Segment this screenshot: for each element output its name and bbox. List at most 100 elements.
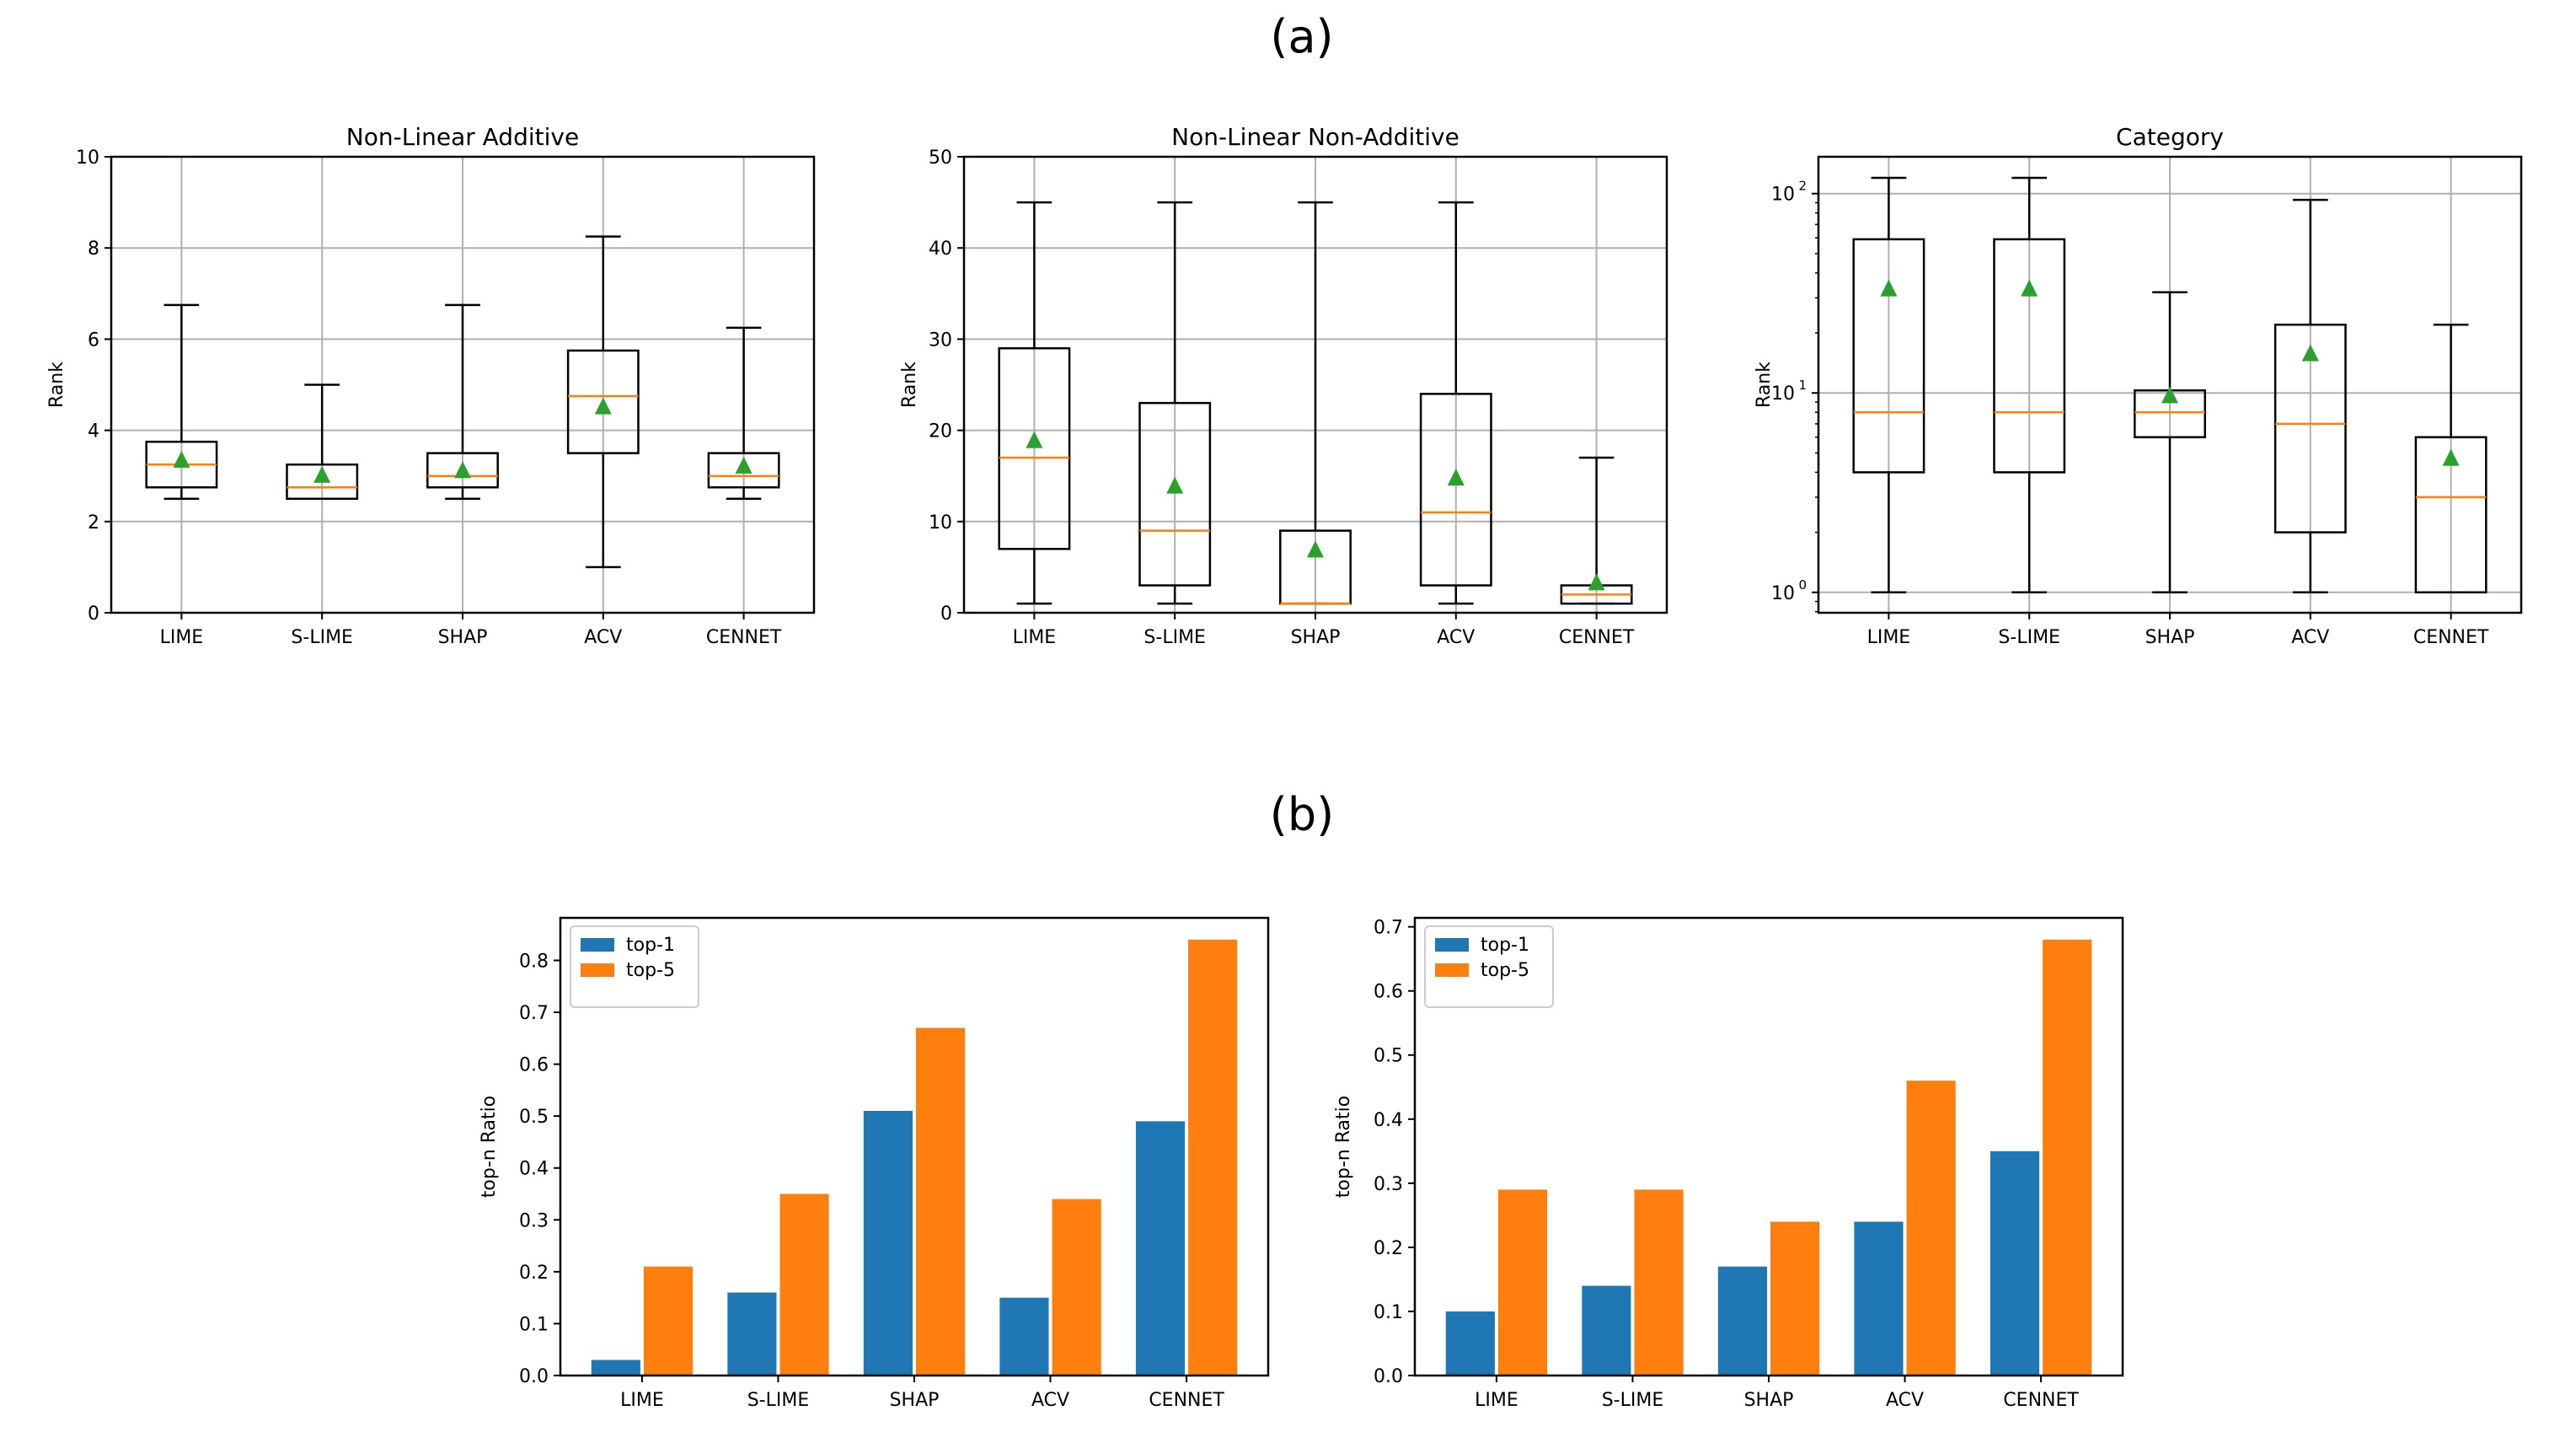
box-acv — [1419, 201, 1492, 605]
axes-frame — [962, 155, 1668, 614]
bar-top-1-s-lime — [727, 1292, 777, 1376]
y-axis-label: Rank — [46, 362, 67, 408]
bar-top-5-cennet — [1188, 939, 1238, 1376]
box-shap — [1279, 201, 1352, 605]
x-tick-label: LIME — [620, 1390, 664, 1411]
box-shap — [426, 303, 499, 500]
box-cennet — [707, 326, 780, 500]
x-tick-label: ACV — [584, 627, 622, 648]
y-tick-exponent: 1 — [1798, 378, 1807, 393]
y-tick-label: 2 — [88, 512, 99, 534]
y-tick-label: 0 — [88, 603, 99, 625]
legend-swatch-top-5 — [1435, 963, 1469, 977]
bar-top-5-lime — [1497, 1189, 1548, 1376]
mean-marker — [1166, 476, 1184, 494]
legend-swatch-top-5 — [581, 963, 614, 977]
x-tick-label: S-LIME — [1602, 1390, 1664, 1411]
legend: top-1 top-5 — [1424, 925, 1554, 1008]
bar-top-1-s-lime — [1582, 1285, 1631, 1376]
y-tick-label: 40 — [929, 239, 952, 260]
legend-swatch-top-1 — [581, 938, 614, 952]
y-tick-label: 10 — [1771, 583, 1795, 604]
y-axis-label: top-n Ratio — [1333, 1096, 1354, 1198]
box-cennet — [2414, 323, 2488, 594]
y-tick-label: 0.3 — [1374, 1174, 1403, 1195]
y-tick-label: 0.1 — [1374, 1302, 1403, 1323]
bar-top-5-shap — [916, 1027, 966, 1376]
x-tick-label: CENNET — [706, 627, 782, 648]
y-tick-label: 8 — [88, 239, 99, 260]
y-tick-label: 0.6 — [519, 1055, 549, 1076]
y-axis-label: Rank — [1754, 362, 1775, 408]
x-tick-label: CENNET — [2003, 1390, 2079, 1411]
iqr-box — [1852, 238, 1925, 474]
x-tick-label: S-LIME — [1998, 627, 2060, 648]
y-tick-label: 50 — [929, 147, 952, 169]
chart-title: Non-Linear Additive — [346, 123, 579, 151]
x-tick-label: SHAP — [2145, 627, 2195, 648]
x-tick-label: CENNET — [1559, 627, 1635, 648]
legend-swatch-top-1 — [1435, 938, 1469, 952]
bar-top-5-lime — [643, 1266, 694, 1376]
y-tick-label: 0.6 — [1374, 982, 1403, 1003]
x-tick-label: CENNET — [2413, 627, 2489, 648]
box-s-lime — [286, 383, 359, 500]
iqr-box — [1138, 401, 1212, 587]
x-tick-label: CENNET — [1149, 1390, 1224, 1411]
y-tick-label: 10 — [1771, 383, 1795, 405]
x-tick-label: SHAP — [1291, 627, 1341, 648]
bar-top-5-s-lime — [1634, 1189, 1684, 1376]
legend-label: top-1 — [626, 935, 675, 956]
y-tick-label: 0.4 — [519, 1159, 549, 1180]
x-tick-label: SHAP — [890, 1390, 940, 1411]
y-axis-label: Rank — [899, 362, 920, 408]
bar-top-1-acv — [1854, 1221, 1904, 1376]
legend-label: top-5 — [626, 960, 675, 981]
x-tick-label: ACV — [1886, 1390, 1924, 1411]
iqr-box — [286, 463, 359, 500]
iqr-box — [707, 452, 780, 489]
x-tick-label: ACV — [2291, 627, 2329, 648]
y-tick-exponent: 2 — [1798, 179, 1807, 194]
mean-marker — [2442, 448, 2460, 466]
x-tick-label: ACV — [1031, 1390, 1069, 1411]
y-axis-label: top-n Ratio — [479, 1096, 500, 1198]
bar-top-5-acv — [1906, 1081, 1956, 1376]
bar-top-1-lime — [1445, 1311, 1495, 1376]
y-tick-label: 6 — [88, 330, 99, 351]
box-cennet — [1560, 456, 1633, 605]
y-tick-label: 20 — [929, 421, 952, 442]
box-acv — [2273, 198, 2347, 594]
legend-label: top-1 — [1481, 935, 1529, 956]
axes-frame — [1413, 916, 2124, 1377]
x-tick-label: SHAP — [1744, 1390, 1794, 1411]
box-lime — [1852, 176, 1925, 594]
mean-marker — [313, 465, 331, 483]
axes-frame — [110, 155, 816, 614]
box-shap — [2134, 291, 2206, 594]
axes-frame — [559, 916, 1270, 1377]
x-tick-label: SHAP — [438, 627, 488, 648]
bar-top-1-lime — [591, 1360, 640, 1376]
iqr-box — [1419, 393, 1492, 587]
iqr-box — [998, 346, 1071, 550]
chart-5: 0.0 0.1 0.2 0.3 0.4 0.5 0.6 0.7 LIME S-LIME SHAP AC… — [1333, 916, 2124, 1411]
y-tick-label: 0.7 — [519, 1003, 549, 1024]
iqr-box — [566, 349, 640, 454]
y-tick-label: 10 — [1771, 185, 1795, 206]
mean-marker — [594, 397, 612, 415]
mean-marker — [735, 456, 752, 474]
bar-top-5-cennet — [2043, 939, 2092, 1376]
x-tick-label: LIME — [160, 627, 204, 648]
y-tick-label: 0.2 — [519, 1263, 549, 1284]
mean-marker — [1026, 431, 1043, 448]
mean-marker — [2161, 386, 2178, 404]
x-tick-label: ACV — [1437, 627, 1475, 648]
y-tick-label: 30 — [929, 330, 952, 351]
bar-top-1-shap — [1717, 1266, 1767, 1376]
bar-top-5-shap — [1770, 1221, 1820, 1376]
axes-frame — [1817, 155, 2523, 614]
bar-top-1-cennet — [1990, 1150, 2040, 1376]
figure-label-b: (b) — [1270, 788, 1334, 841]
